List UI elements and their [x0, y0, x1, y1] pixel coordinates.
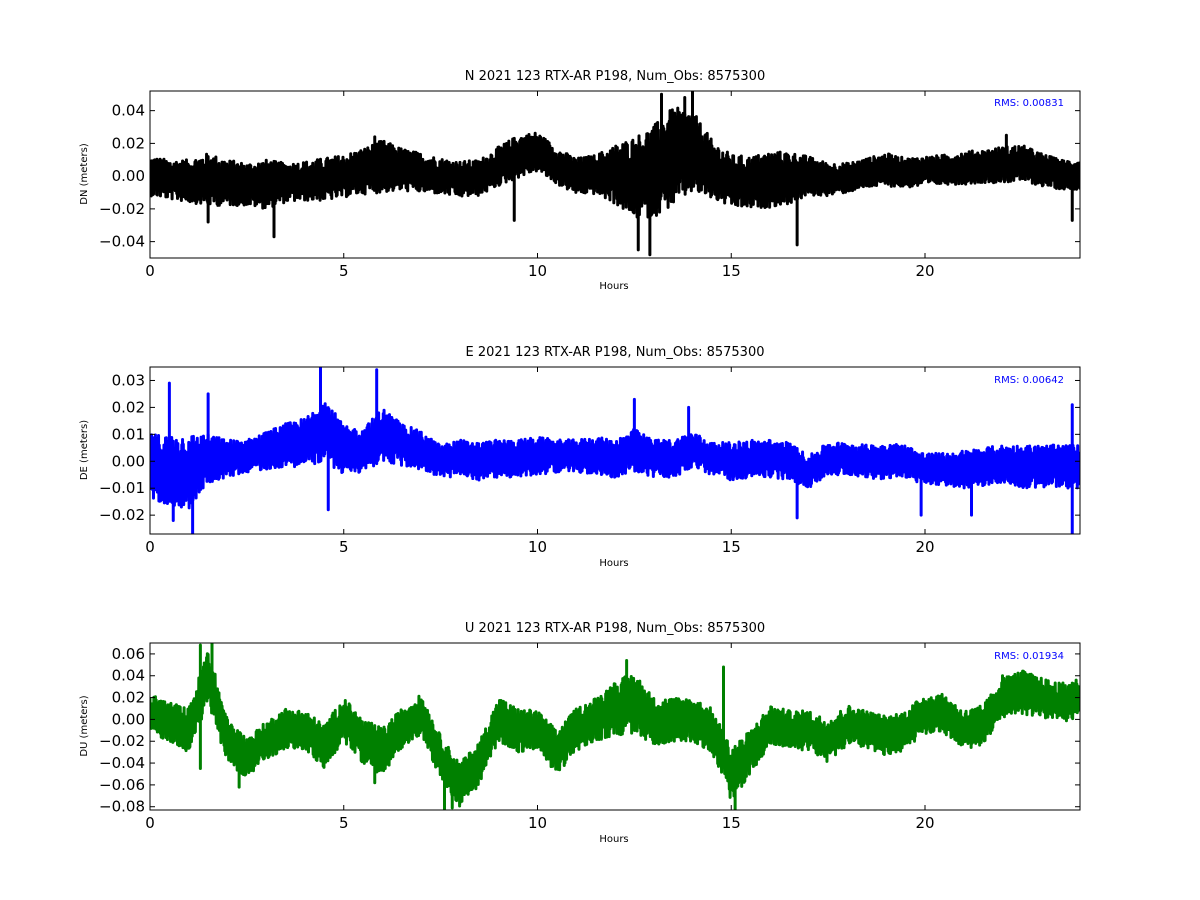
x-tick-label: 15: [722, 262, 741, 280]
y-tick-label: 0.04: [112, 667, 145, 685]
panel-east: E 2021 123 RTX-AR P198, Num_Obs: 8575300…: [79, 345, 1081, 569]
x-tick-label: 0: [145, 262, 155, 280]
chart-title: E 2021 123 RTX-AR P198, Num_Obs: 8575300: [466, 345, 765, 360]
plot-area: 0 5 10 15 20 −0.04 −0.02 0.00 0.02 0.04: [99, 90, 1081, 280]
axes-frame: [149, 642, 1081, 811]
y-axis-label: DN (meters): [79, 143, 90, 205]
series-group: [150, 91, 1080, 257]
x-tick-label: 15: [722, 814, 741, 832]
x-tick-label: 10: [528, 262, 547, 280]
y-tick-label: 0.03: [112, 371, 145, 389]
axes-frame: [149, 366, 1081, 535]
y-tick-label: 0.01: [112, 425, 145, 443]
x-tick-label: 20: [915, 814, 934, 832]
x-axis-label: Hours: [599, 281, 628, 292]
chart-title: N 2021 123 RTX-AR P198, Num_Obs: 8575300: [465, 69, 765, 84]
x-tick-label: 15: [722, 538, 741, 556]
y-tick-label: −0.08: [99, 798, 145, 816]
plot-area: 0 5 10 15 20 −0.08 −0.06 −0.04 −0.02 0.00 0.02 0.04…: [99, 642, 1081, 832]
y-tick-label: 0.02: [112, 689, 145, 707]
y-tick-label: 0.02: [112, 134, 145, 152]
x-axis-label: Hours: [599, 834, 628, 845]
y-tick-label: 0.02: [112, 398, 145, 416]
series-group: [150, 367, 1080, 534]
y-tick-label: 0.00: [112, 710, 145, 728]
y-tick-label: −0.04: [99, 754, 145, 772]
x-tick-label: 5: [339, 262, 349, 280]
rms-annotation: RMS: 0.01934: [994, 651, 1064, 662]
y-tick-label: −0.01: [99, 479, 145, 497]
y-tick-label: −0.02: [99, 200, 145, 218]
series-line: [150, 106, 1080, 219]
x-tick-label: 10: [528, 538, 547, 556]
x-axis-label: Hours: [599, 558, 628, 569]
x-tick-label: 5: [339, 538, 349, 556]
series-line: [150, 402, 1080, 510]
y-tick-label: −0.04: [99, 233, 145, 251]
rms-annotation: RMS: 0.00831: [994, 98, 1064, 109]
y-tick-label: −0.06: [99, 776, 145, 794]
y-axis-label: DU (meters): [79, 695, 90, 756]
y-tick-label: 0.00: [112, 452, 145, 470]
series-group: [150, 643, 1080, 810]
x-tick-label: 0: [145, 814, 155, 832]
x-tick-label: 5: [339, 814, 349, 832]
y-tick-label: 0.00: [112, 167, 145, 185]
x-tick-label: 20: [915, 262, 934, 280]
axes-frame: [149, 90, 1081, 259]
y-axis-label: DE (meters): [79, 420, 90, 480]
y-tick-label: 0.06: [112, 645, 145, 663]
x-tick-label: 20: [915, 538, 934, 556]
plot-area: 0 5 10 15 20 −0.02 −0.01 0.00 0.01 0.02 0.03: [99, 366, 1081, 556]
x-tick-label: 10: [528, 814, 547, 832]
panel-up: U 2021 123 RTX-AR P198, Num_Obs: 8575300…: [79, 621, 1081, 845]
y-tick-label: 0.04: [112, 102, 145, 120]
rms-annotation: RMS: 0.00642: [994, 375, 1064, 386]
series-line: [150, 652, 1080, 808]
y-tick-label: −0.02: [99, 732, 145, 750]
x-tick-label: 0: [145, 538, 155, 556]
panel-north: N 2021 123 RTX-AR P198, Num_Obs: 8575300…: [79, 69, 1081, 292]
y-tick-label: −0.02: [99, 506, 145, 524]
chart-title: U 2021 123 RTX-AR P198, Num_Obs: 8575300: [465, 621, 765, 636]
